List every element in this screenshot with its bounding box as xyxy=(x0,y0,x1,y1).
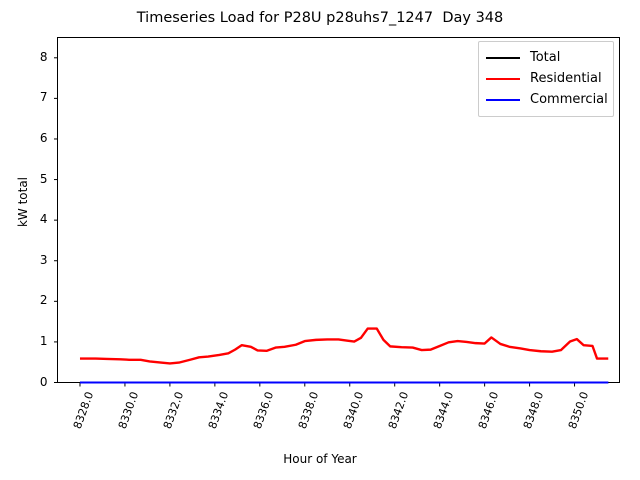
y-tick-label: 2 xyxy=(39,293,48,308)
x-axis-label: Hour of Year xyxy=(283,452,357,466)
chart-title: Timeseries Load for P28U p28uhs7_1247 Da… xyxy=(136,10,504,26)
y-axis-label: kW total xyxy=(16,176,30,228)
y-tick-label: 5 xyxy=(39,171,48,186)
y-tick-label: 3 xyxy=(39,252,48,267)
legend-label-commercial: Commercial xyxy=(530,92,608,107)
legend-swatch-residential xyxy=(486,77,520,80)
y-tick-marks xyxy=(54,57,58,383)
legend-label-total: Total xyxy=(530,50,561,65)
series-lines xyxy=(79,327,609,384)
series-line-residential xyxy=(79,327,609,365)
y-tick-label: 4 xyxy=(39,212,48,227)
legend-label-residential: Residential xyxy=(530,71,602,86)
y-tick-label: 8 xyxy=(39,49,48,64)
legend-item-commercial: Commercial xyxy=(486,89,608,110)
legend-swatch-commercial xyxy=(486,98,520,101)
y-tick-label: 6 xyxy=(39,130,48,145)
legend-item-total: Total xyxy=(486,47,606,68)
legend-item-residential: Residential xyxy=(486,68,606,89)
y-tick-label: 0 xyxy=(39,374,48,389)
y-tick-label: 7 xyxy=(39,90,48,105)
chart-legend: Total Residential Commercial xyxy=(478,41,614,117)
y-tick-label: 1 xyxy=(39,333,48,348)
legend-swatch-total xyxy=(486,56,520,59)
